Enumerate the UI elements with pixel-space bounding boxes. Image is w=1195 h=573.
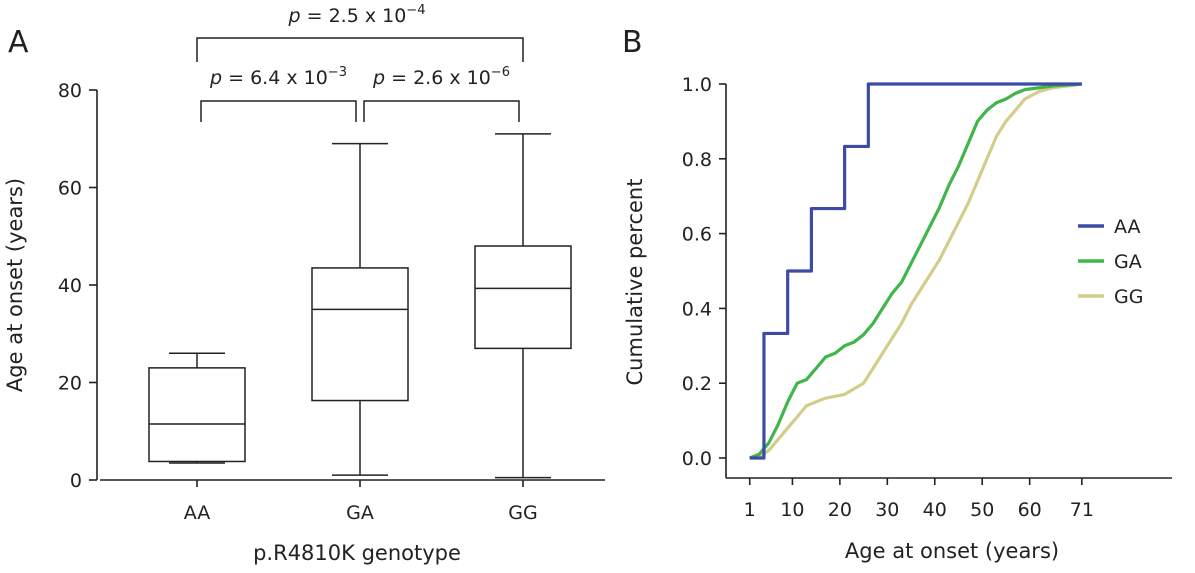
y-tick-label: 0.2	[682, 373, 712, 395]
p-value-label: p = 6.4 x 10−3	[209, 65, 347, 89]
panel-a-y-ticks: 0 20 40 60 80	[58, 80, 97, 492]
panel-b-series-lines	[749, 82, 1083, 460]
bracket-line	[196, 37, 524, 62]
y-tick-label: 0	[70, 470, 82, 492]
x-tick-label: 60	[1018, 499, 1042, 521]
p-exponent: −3	[328, 65, 347, 80]
series-line-aa	[749, 82, 1082, 460]
y-tick-label: 60	[58, 178, 82, 200]
x-tick-label: 71	[1070, 499, 1094, 521]
legend-label: GA	[1114, 251, 1142, 273]
box-gg	[474, 133, 572, 479]
x-tick-label: GA	[346, 502, 374, 524]
iqr-box	[148, 367, 246, 463]
panel-b: B 0.0 0.2 0.4 0.6 0.8 1.0 1 10 20 30 40 50 60 71 AA G…	[622, 25, 1172, 563]
p-body: = 6.4 x 10	[222, 67, 328, 89]
legend-label: AA	[1114, 216, 1141, 238]
bracket-aa-ga: p = 6.4 x 10−3	[200, 65, 357, 122]
x-tick-label: 10	[780, 499, 804, 521]
x-tick-label: 30	[875, 499, 899, 521]
panel-a-y-axis-title: Age at onset (years)	[3, 178, 27, 392]
bracket-line	[363, 100, 520, 122]
y-tick-label: 0.6	[682, 224, 712, 246]
x-tick-label: 50	[970, 499, 994, 521]
legend-item-gg: GG	[1078, 286, 1143, 308]
y-tick-label: 0.8	[682, 149, 712, 171]
x-tick-label: GG	[508, 502, 537, 524]
iqr-box	[311, 267, 409, 402]
bracket-ga-gg: p = 2.6 x 10−6	[363, 65, 520, 122]
box-aa	[148, 352, 246, 464]
y-tick-label: 20	[58, 373, 82, 395]
iqr-box	[474, 245, 572, 350]
y-tick-label: 40	[58, 275, 82, 297]
x-tick-label: 40	[923, 499, 947, 521]
series-line-ga	[749, 82, 1082, 460]
y-tick-label: 80	[58, 80, 82, 102]
panel-a-x-axis-title: p.R4810K genotype	[253, 541, 461, 565]
bracket-line	[200, 100, 357, 122]
panel-b-legend: AA GA GG	[1078, 216, 1143, 308]
p-symbol: p	[288, 5, 301, 27]
p-exponent: −6	[491, 65, 510, 80]
legend-label: GG	[1114, 286, 1143, 308]
x-tick-label: 1	[744, 499, 756, 521]
y-tick-label: 0.0	[682, 448, 712, 470]
p-exponent: −4	[406, 3, 425, 18]
y-tick-label: 1.0	[682, 74, 712, 96]
p-symbol: p	[209, 67, 222, 89]
x-tick-label: AA	[184, 502, 211, 524]
panel-b-y-ticks: 0.0 0.2 0.4 0.6 0.8 1.0	[682, 74, 726, 470]
series-line-gg	[749, 82, 1083, 460]
p-symbol: p	[372, 67, 385, 89]
bracket-aa-gg: p = 2.5 x 10−4	[196, 3, 524, 62]
panel-b-x-axis-title: Age at onset (years)	[845, 539, 1059, 563]
p-value-label: p = 2.6 x 10−6	[372, 65, 510, 89]
y-tick-label: 0.4	[682, 298, 712, 320]
p-value-label: p = 2.5 x 10−4	[288, 3, 426, 27]
panel-a-letter: A	[8, 25, 29, 60]
panel-b-x-ticks: 1 10 20 30 40 50 60 71	[744, 478, 1094, 521]
panel-a-boxes	[148, 133, 572, 479]
box-ga	[311, 142, 409, 476]
x-tick-label: 20	[828, 499, 852, 521]
p-body: = 2.6 x 10	[385, 67, 491, 89]
panel-a-x-ticks: AA GA GG	[184, 480, 538, 524]
p-body: = 2.5 x 10	[301, 5, 407, 27]
panel-b-letter: B	[622, 25, 643, 60]
panel-b-y-axis-title: Cumulative percent	[623, 179, 647, 386]
legend-item-ga: GA	[1078, 251, 1142, 273]
panel-a-brackets: p = 6.4 x 10−3 p = 2.6 x 10−6p = 2.5 x 10…	[196, 3, 524, 122]
legend-item-aa: AA	[1078, 216, 1141, 238]
